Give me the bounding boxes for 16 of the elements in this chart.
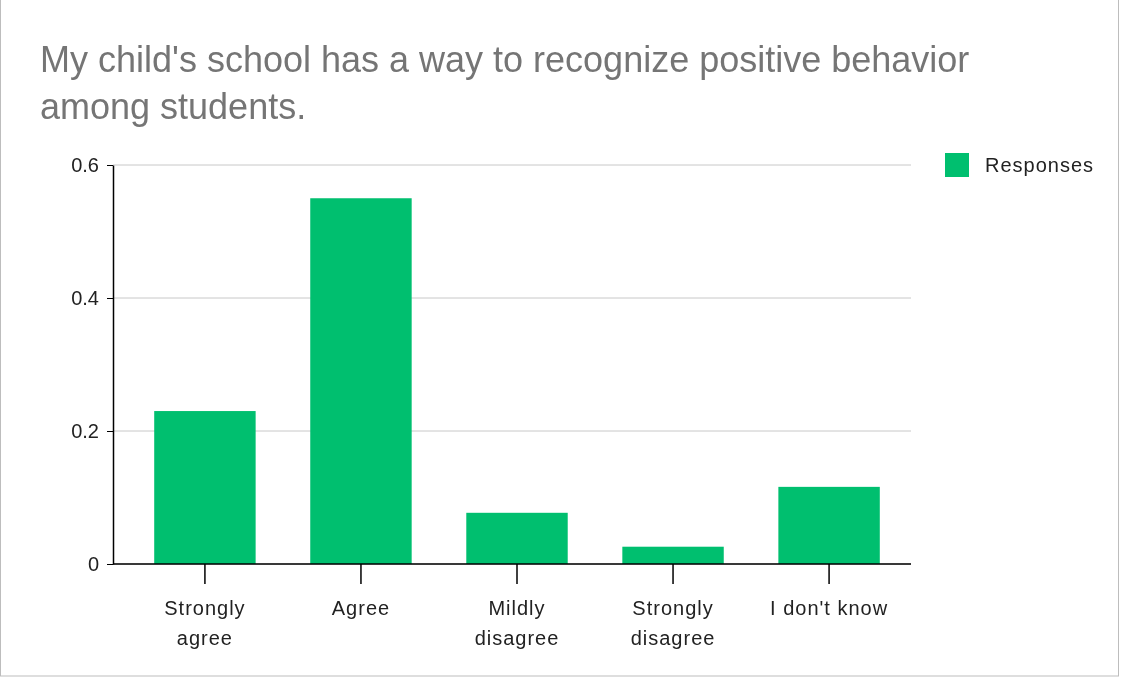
y-tick-label: 0.6 <box>71 153 99 176</box>
legend-label: Responses <box>985 154 1095 176</box>
x-tick-label: Strongly disagree <box>630 597 716 649</box>
x-tick-label: I don't know <box>770 597 889 619</box>
x-tick-label: Strongly agree <box>164 597 246 649</box>
y-tick-label: 0.2 <box>71 419 99 442</box>
bar <box>310 198 412 564</box>
bar <box>154 411 256 564</box>
y-tick-label: 0 <box>87 552 99 575</box>
bar <box>466 512 568 564</box>
bar <box>622 546 724 564</box>
chart-title: My child's school has a way to recognize positive behavior among students. <box>40 39 970 127</box>
y-tick-label: 0.4 <box>71 286 99 309</box>
x-tick-label: Agree <box>331 597 391 619</box>
bar <box>778 486 880 564</box>
x-tick-label: Mildly disagree <box>474 597 560 649</box>
